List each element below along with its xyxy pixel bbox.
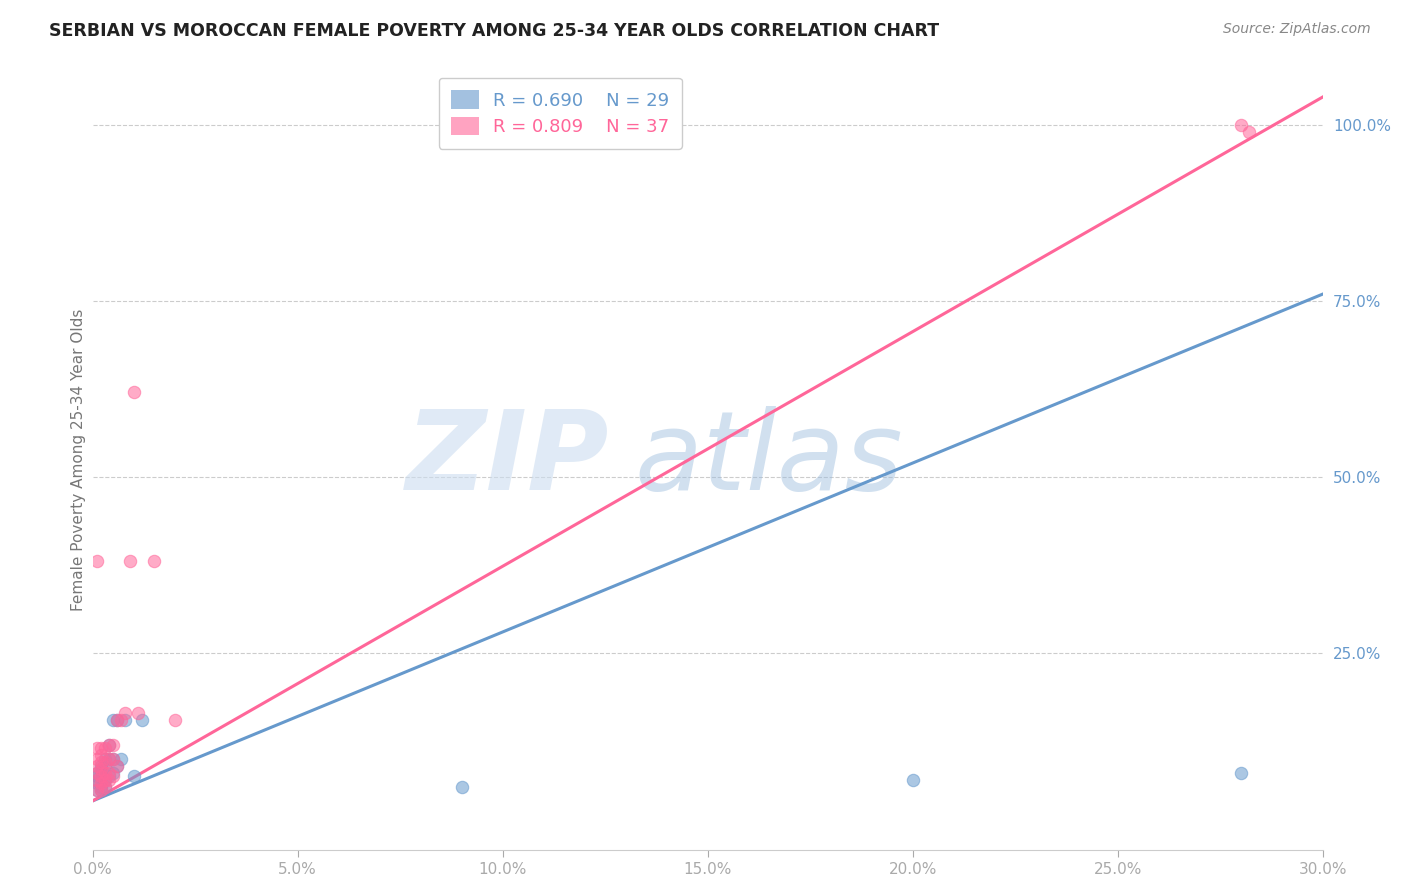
Point <box>163 713 186 727</box>
Point <box>98 752 121 766</box>
Point <box>114 706 136 720</box>
Point <box>86 765 108 780</box>
Point <box>101 752 124 766</box>
Point <box>105 758 128 772</box>
Point <box>1239 125 1261 139</box>
Point <box>122 769 145 783</box>
Point <box>131 713 153 727</box>
Text: SERBIAN VS MOROCCAN FEMALE POVERTY AMONG 25-34 YEAR OLDS CORRELATION CHART: SERBIAN VS MOROCCAN FEMALE POVERTY AMONG… <box>49 22 939 40</box>
Point <box>94 780 117 794</box>
Point <box>90 741 112 756</box>
Point <box>98 772 121 787</box>
Point <box>86 769 108 783</box>
Point <box>105 758 128 772</box>
Point <box>86 752 108 766</box>
Point <box>90 762 112 776</box>
Point <box>118 554 141 568</box>
Point <box>86 772 108 787</box>
Legend: R = 0.690    N = 29, R = 0.809    N = 37: R = 0.690 N = 29, R = 0.809 N = 37 <box>439 78 682 149</box>
Point <box>110 752 132 766</box>
Point <box>86 783 108 797</box>
Point <box>901 772 924 787</box>
Point <box>94 772 117 787</box>
Point <box>86 765 108 780</box>
Point <box>94 752 117 766</box>
Point <box>90 769 112 783</box>
Point <box>98 752 121 766</box>
Point <box>90 783 112 797</box>
Point <box>101 752 124 766</box>
Point <box>98 765 121 780</box>
Point <box>122 385 145 400</box>
Y-axis label: Female Poverty Among 25-34 Year Olds: Female Poverty Among 25-34 Year Olds <box>72 308 86 610</box>
Point <box>94 780 117 794</box>
Text: atlas: atlas <box>634 406 903 513</box>
Point <box>86 758 108 772</box>
Point <box>94 765 117 780</box>
Point <box>143 554 166 568</box>
Point <box>1230 765 1253 780</box>
Point <box>90 758 112 772</box>
Point <box>90 780 112 794</box>
Point <box>101 769 124 783</box>
Point <box>90 765 112 780</box>
Point <box>86 776 108 790</box>
Point <box>98 738 121 752</box>
Point <box>98 738 121 752</box>
Point <box>86 741 108 756</box>
Point <box>90 776 112 790</box>
Point <box>90 762 112 776</box>
Point <box>86 783 108 797</box>
Point <box>90 748 112 763</box>
Point <box>450 780 472 794</box>
Point <box>105 713 128 727</box>
Point <box>86 554 108 568</box>
Point <box>94 741 117 756</box>
Point <box>101 713 124 727</box>
Text: Source: ZipAtlas.com: Source: ZipAtlas.com <box>1223 22 1371 37</box>
Text: ZIP: ZIP <box>406 406 610 513</box>
Point <box>127 706 149 720</box>
Point <box>94 772 117 787</box>
Point <box>105 713 128 727</box>
Point <box>101 765 124 780</box>
Point <box>94 758 117 772</box>
Point <box>114 713 136 727</box>
Point <box>90 783 112 797</box>
Point <box>110 713 132 727</box>
Point <box>1230 118 1253 132</box>
Point <box>90 755 112 769</box>
Point <box>86 772 108 787</box>
Point <box>101 738 124 752</box>
Point <box>98 769 121 783</box>
Point <box>94 755 117 769</box>
